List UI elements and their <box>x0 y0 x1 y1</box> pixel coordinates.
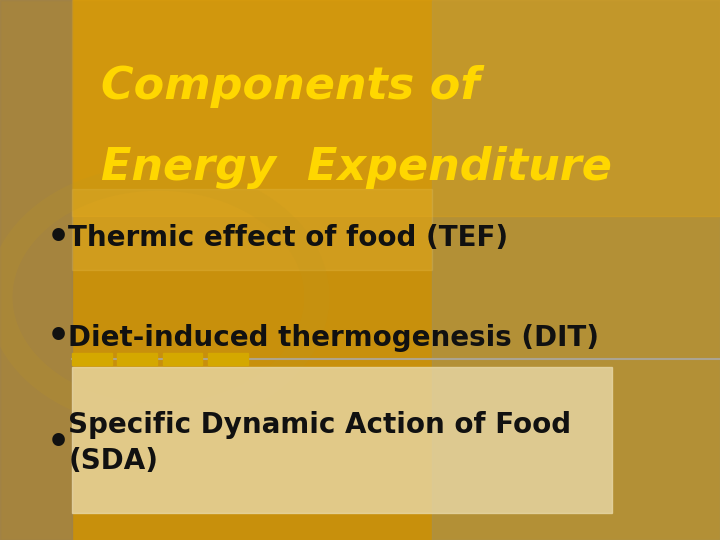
Bar <box>72 367 612 513</box>
Bar <box>72 0 720 216</box>
Bar <box>208 353 248 365</box>
Text: Specific Dynamic Action of Food
(SDA): Specific Dynamic Action of Food (SDA) <box>68 411 572 475</box>
Bar <box>432 0 720 540</box>
Bar <box>163 353 202 365</box>
Text: •: • <box>47 321 70 354</box>
Bar <box>0 0 72 540</box>
Text: Energy  Expenditure: Energy Expenditure <box>101 146 612 189</box>
Bar <box>72 189 432 270</box>
Text: Components of: Components of <box>101 65 480 108</box>
Text: Diet-induced thermogenesis (DIT): Diet-induced thermogenesis (DIT) <box>68 323 599 352</box>
Text: •: • <box>47 221 70 254</box>
Bar <box>72 353 112 365</box>
Text: •: • <box>47 426 70 460</box>
Bar <box>117 353 157 365</box>
Text: Thermic effect of food (TEF): Thermic effect of food (TEF) <box>68 224 508 252</box>
